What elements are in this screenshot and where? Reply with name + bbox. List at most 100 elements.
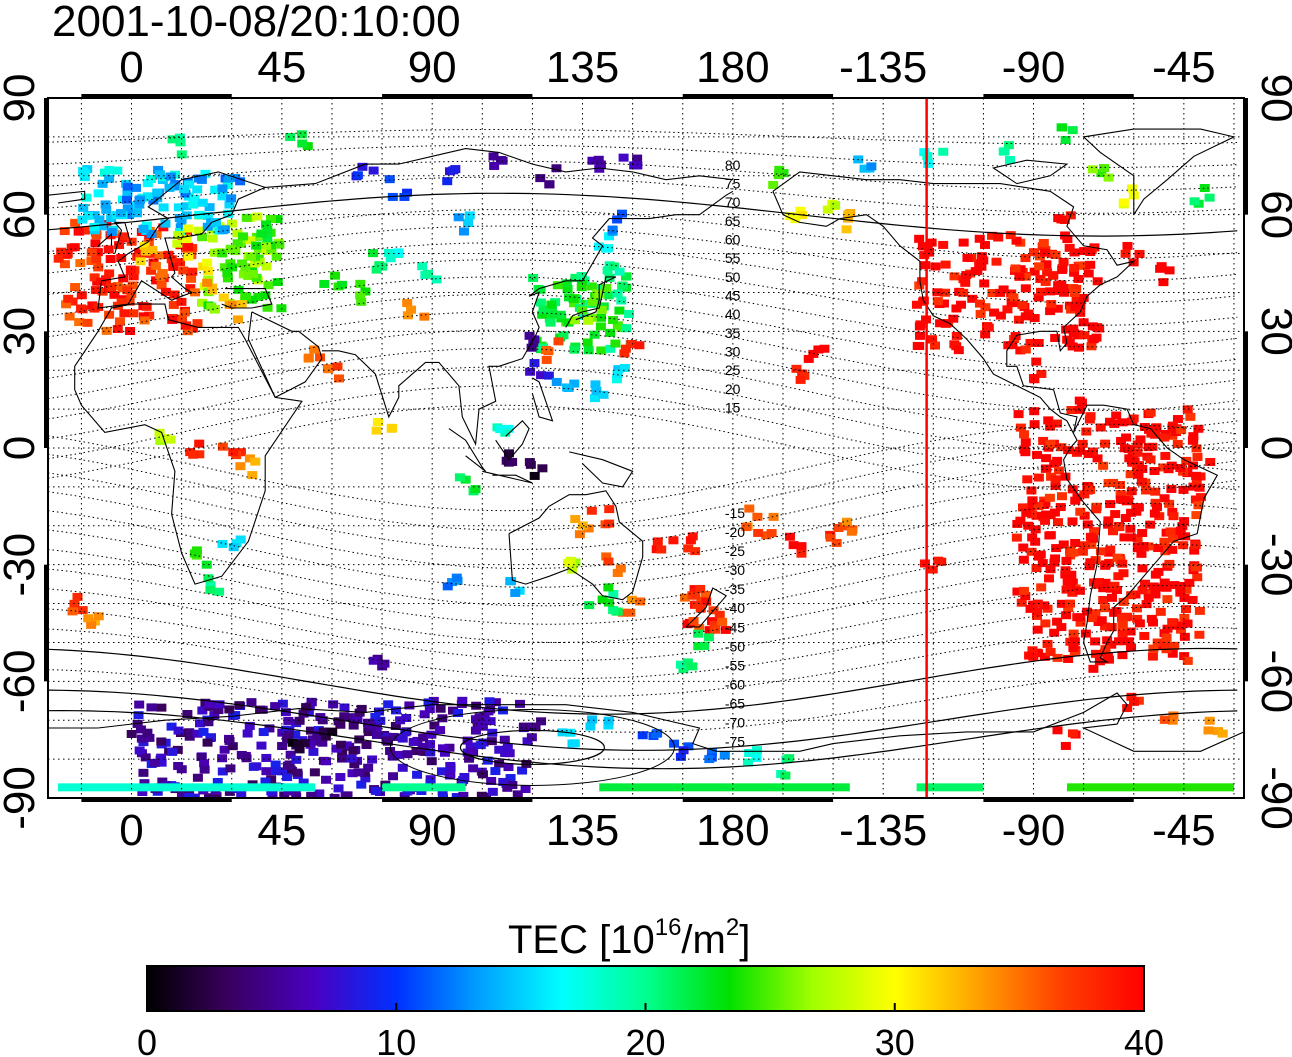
tec-region-block — [1106, 640, 1117, 649]
tec-region-block — [393, 750, 404, 759]
tec-region-block — [1182, 619, 1193, 628]
tec-region-block — [1029, 267, 1040, 276]
tec-region-block — [555, 310, 566, 319]
tec-region-block — [1133, 470, 1144, 479]
tec-point — [474, 713, 485, 722]
lon-tick-label-bottom: 135 — [546, 806, 619, 855]
tec-region-block — [1052, 304, 1063, 313]
frame-bar-bottom — [81, 797, 232, 802]
tec-region-block — [437, 744, 448, 753]
tec-region-block — [1091, 505, 1102, 514]
tec-region-block — [1033, 473, 1044, 482]
tec-region-block — [932, 288, 943, 297]
tec-point — [833, 523, 844, 532]
tec-point — [604, 232, 615, 241]
tec-region-block — [537, 310, 548, 319]
tec-region-block — [1091, 333, 1102, 342]
tec-region-block — [914, 342, 925, 351]
tec-region-block — [914, 234, 925, 243]
tec-region-block — [1014, 272, 1025, 281]
lon-tick-label-top: 90 — [408, 43, 457, 92]
tec-region-block — [967, 294, 978, 303]
tec-region-block — [938, 240, 949, 249]
tec-region-block — [1049, 558, 1060, 567]
tec-region-block — [436, 767, 447, 776]
tec-point — [463, 219, 474, 228]
tec-point — [773, 171, 784, 180]
tec-point — [784, 532, 795, 541]
tec-region-block — [241, 213, 252, 222]
tec-point — [1189, 197, 1200, 206]
tec-region-block — [223, 209, 234, 218]
tec-region-block — [1075, 507, 1086, 516]
tec-region-block — [520, 785, 531, 794]
tec-region-block — [1052, 518, 1063, 527]
tec-region-block — [1167, 649, 1178, 658]
tec-region-block — [1027, 646, 1038, 655]
tec-point — [214, 587, 225, 596]
tec-point — [569, 739, 580, 748]
tec-region-block — [1029, 314, 1040, 323]
tec-region-block — [1150, 498, 1161, 507]
tec-point — [1052, 726, 1063, 735]
tec-region-block — [608, 316, 619, 325]
tec-region-block — [974, 299, 985, 308]
tec-region-block — [991, 257, 1002, 266]
tec-region-block — [420, 747, 431, 756]
tec-region-block — [78, 203, 89, 212]
tec-region-block — [178, 266, 189, 275]
tec-region-block — [1187, 595, 1198, 604]
tec-region-block — [91, 255, 102, 264]
tec-region-block — [142, 192, 153, 201]
tec-point — [336, 280, 347, 289]
tec-region-block — [1185, 412, 1196, 421]
tec-region-block — [485, 717, 496, 726]
tec-region-block — [103, 245, 114, 254]
tec-region-block — [1018, 555, 1029, 564]
tec-region-block — [1063, 446, 1074, 455]
tec-region-block — [1052, 456, 1063, 465]
lat-tick-label-left: 60 — [0, 190, 44, 239]
tec-region-block — [1161, 583, 1172, 592]
coastline — [569, 451, 634, 488]
tec-region-block — [1036, 583, 1047, 592]
contour-line — [48, 209, 1238, 260]
contour-line — [48, 192, 1238, 237]
tec-point — [768, 180, 779, 189]
tec-region-block — [439, 748, 450, 757]
colorbar-title-unit: /m — [681, 918, 726, 962]
tec-region-block — [927, 335, 938, 344]
colorbar: 0 10 20 30 40 — [137, 965, 1164, 1057]
tec-point — [293, 739, 304, 748]
tec-point — [202, 266, 213, 275]
tec-region-block — [145, 175, 156, 184]
tec-region-block — [1016, 598, 1027, 607]
tec-region-block — [428, 696, 439, 705]
contour-line — [48, 709, 1238, 770]
tec-point — [1117, 614, 1128, 623]
tec-region-block — [1152, 638, 1163, 647]
tec-region-block — [136, 734, 147, 743]
tec-region-block — [217, 226, 228, 235]
tec-region-block — [694, 624, 705, 633]
tec-region-block — [105, 254, 116, 263]
tec-region-block — [1020, 254, 1031, 263]
tec-region-block — [158, 203, 169, 212]
tec-region-block — [104, 269, 115, 278]
tec-region-block — [1082, 520, 1093, 529]
tec-region-block — [1162, 624, 1173, 633]
tec-point — [333, 374, 344, 383]
tec-region-block — [411, 747, 422, 756]
tec-region-block — [1032, 625, 1043, 634]
tec-region-block — [1090, 637, 1101, 646]
tec-region-block — [1042, 639, 1053, 648]
tec-point — [1060, 136, 1071, 145]
tec-region-block — [342, 791, 353, 798]
tec-region-block — [146, 703, 157, 712]
tec-region-block — [306, 791, 317, 798]
tec-point — [488, 152, 499, 161]
tec-point — [1106, 622, 1117, 631]
tec-region-block — [1078, 318, 1089, 327]
tec-point — [86, 620, 97, 629]
frame-bar-top — [682, 94, 834, 99]
